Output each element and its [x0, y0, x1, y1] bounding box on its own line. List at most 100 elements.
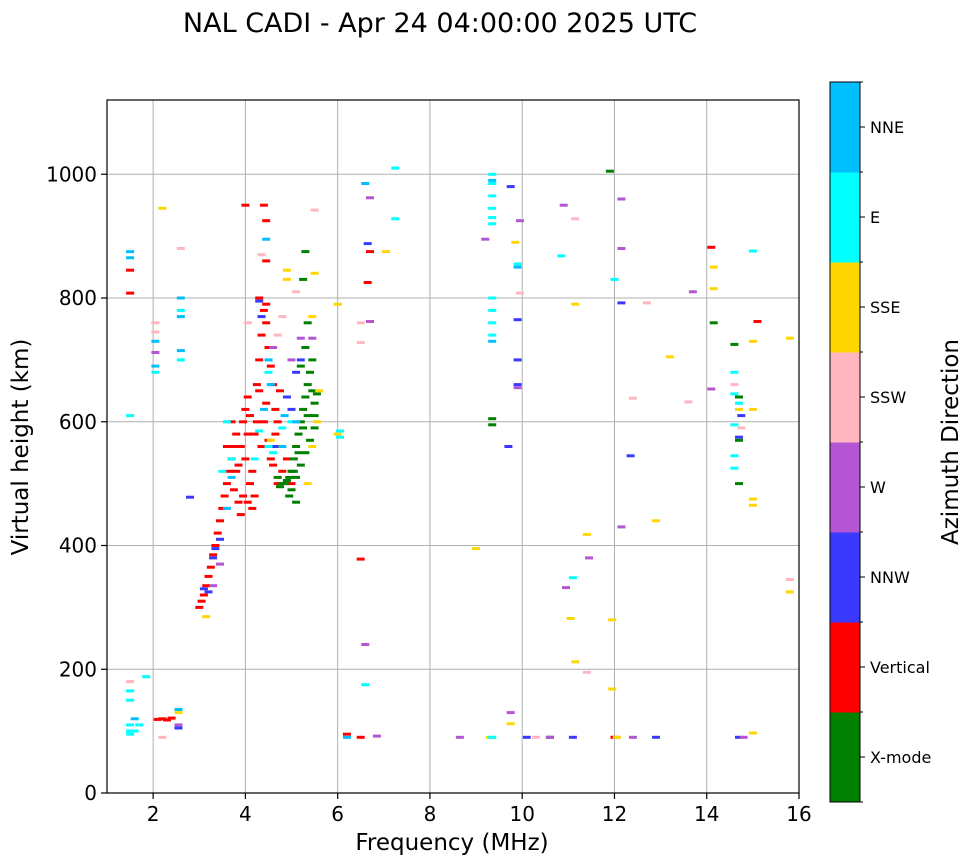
data-point [264, 358, 273, 362]
data-point [126, 414, 135, 418]
data-point [748, 249, 757, 253]
data-point [753, 320, 762, 323]
data-point [545, 735, 554, 739]
data-point [204, 574, 213, 578]
data-point [236, 513, 245, 517]
data-point [241, 457, 250, 461]
data-point [246, 414, 254, 418]
data-point [665, 355, 674, 359]
data-point [174, 726, 183, 730]
data-point [688, 290, 697, 294]
data-point [262, 321, 271, 325]
data-point [571, 217, 580, 221]
data-point [513, 386, 522, 390]
data-points [126, 166, 794, 739]
data-point [151, 351, 160, 354]
data-point [269, 445, 278, 448]
data-point [361, 182, 370, 185]
data-point [522, 735, 531, 739]
data-point [126, 732, 135, 736]
data-point [737, 426, 746, 430]
data-point [266, 383, 275, 387]
data-point [195, 605, 204, 609]
data-point [273, 333, 282, 337]
data-point [568, 576, 577, 580]
data-point [306, 438, 314, 442]
data-point [273, 482, 282, 486]
series-nnw [174, 185, 746, 739]
data-point [785, 590, 794, 594]
data-point [310, 401, 319, 405]
colorbar-segment [830, 262, 860, 353]
data-point [278, 426, 287, 430]
data-point [308, 336, 317, 340]
data-point [488, 308, 497, 312]
data-point [515, 291, 524, 295]
data-point [306, 370, 314, 374]
data-point [488, 206, 497, 210]
data-point [292, 290, 301, 294]
data-point [130, 729, 139, 733]
data-point [296, 358, 305, 362]
data-point [282, 457, 291, 461]
y-axis-label: Virtual height (km) [8, 339, 34, 556]
data-point [273, 475, 282, 479]
data-point [264, 346, 273, 349]
data-point [748, 731, 757, 735]
data-point [303, 383, 312, 387]
data-point [504, 445, 513, 448]
series-e [126, 166, 757, 739]
data-point [174, 708, 183, 711]
colorbar-segment [830, 172, 860, 263]
y-tick-label: 0 [84, 781, 97, 805]
data-point [511, 240, 520, 244]
data-point [243, 500, 252, 504]
data-point [285, 494, 294, 498]
data-point [571, 660, 580, 664]
data-point [391, 217, 400, 221]
data-point [174, 711, 183, 715]
data-point [363, 242, 372, 246]
data-point [292, 445, 301, 448]
data-point [506, 722, 515, 726]
data-point [310, 426, 319, 430]
data-point [605, 169, 614, 173]
data-point [282, 268, 291, 272]
data-point [252, 420, 261, 424]
data-point [266, 438, 275, 442]
data-point [748, 339, 757, 343]
x-axis-label: Frequency (MHz) [355, 830, 548, 856]
series-ssw [126, 208, 794, 739]
data-point [264, 445, 273, 448]
data-point [391, 166, 400, 170]
data-point [737, 414, 746, 418]
data-point [259, 420, 268, 424]
data-point [257, 333, 266, 337]
data-point [513, 358, 522, 362]
x-tick-label: 2 [147, 802, 160, 826]
data-point [557, 254, 566, 258]
colorbar-tick-label: W [870, 478, 886, 497]
data-point [735, 735, 743, 739]
data-point [513, 265, 522, 269]
data-point [363, 281, 372, 284]
data-point [709, 287, 718, 291]
data-point [269, 346, 278, 349]
data-point [382, 250, 391, 254]
colorbar-tick-label: NNW [870, 568, 910, 587]
data-point [608, 687, 617, 691]
x-tick-label: 14 [694, 802, 719, 826]
data-point [220, 494, 229, 498]
data-point [287, 407, 296, 411]
x-tick-label: 16 [786, 802, 811, 826]
data-point [176, 358, 185, 362]
data-point [610, 277, 619, 281]
data-point [239, 420, 248, 424]
data-point [167, 716, 176, 720]
data-point [515, 219, 524, 223]
y-tick-label: 600 [59, 410, 97, 434]
data-point [257, 253, 266, 257]
data-point [294, 432, 303, 436]
data-point [211, 544, 220, 547]
data-point [488, 296, 497, 300]
